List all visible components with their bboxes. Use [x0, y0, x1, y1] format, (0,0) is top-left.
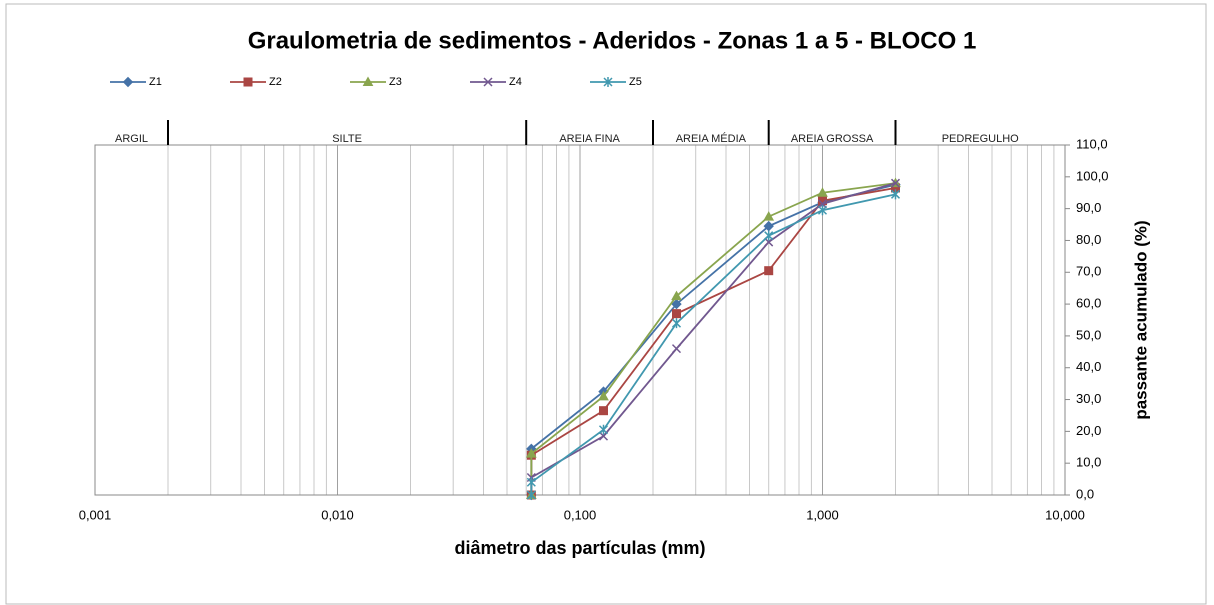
marker	[603, 77, 613, 87]
marker	[672, 309, 682, 319]
marker	[671, 318, 682, 329]
marker	[763, 220, 774, 232]
marker	[599, 406, 609, 416]
legend-label: Z5	[629, 76, 642, 88]
y-tick-label: 40,0	[1076, 359, 1101, 374]
y-tick-label: 20,0	[1076, 423, 1101, 438]
legend-label: Z4	[509, 76, 522, 88]
marker	[526, 477, 536, 488]
zone-label: AREIA MÉDIA	[676, 132, 747, 145]
marker	[526, 490, 536, 500]
legend-label: Z3	[389, 76, 402, 88]
zone-label: SILTE	[332, 133, 362, 145]
zone-label: AREIA FINA	[559, 133, 620, 145]
y-tick-label: 90,0	[1076, 200, 1101, 215]
chart-title: Graulometria de sedimentos - Aderidos - …	[248, 27, 977, 54]
x-tick-label: 0,100	[564, 507, 597, 522]
marker	[817, 187, 828, 197]
marker	[671, 344, 682, 354]
y-tick-label: 110,0	[1076, 136, 1108, 151]
x-axis-title: diâmetro das partículas (mm)	[454, 538, 705, 558]
y-axis-title: passante acumulado (%)	[1131, 220, 1150, 419]
marker	[890, 189, 901, 200]
marker	[671, 298, 682, 310]
y-tick-label: 70,0	[1076, 264, 1101, 279]
y-tick-label: 60,0	[1076, 296, 1101, 311]
chart-border	[5, 3, 1207, 605]
marker	[243, 77, 253, 87]
x-tick-label: 1,000	[806, 507, 839, 522]
x-tick-label: 0,010	[321, 507, 354, 522]
marker	[890, 178, 901, 188]
marker	[671, 290, 682, 301]
marker	[763, 211, 775, 221]
marker	[525, 448, 537, 458]
marker	[122, 76, 134, 88]
x-tick-label: 0,001	[79, 507, 112, 522]
y-tick-label: 80,0	[1076, 232, 1101, 247]
marker	[483, 77, 493, 87]
y-tick-label: 100,0	[1076, 168, 1109, 183]
zone-label: AREIA GROSSA	[791, 133, 874, 145]
y-tick-label: 50,0	[1076, 327, 1101, 342]
marker	[764, 230, 774, 241]
marker	[598, 424, 609, 435]
marker	[362, 76, 374, 86]
x-tick-label: 10,000	[1045, 507, 1085, 522]
y-tick-label: 30,0	[1076, 391, 1101, 406]
marker	[764, 266, 774, 276]
y-tick-label: 10,0	[1076, 455, 1101, 470]
zone-label: PEDREGULHO	[942, 133, 1019, 145]
marker	[598, 390, 609, 401]
legend-label: Z2	[269, 76, 282, 88]
y-tick-label: 0,0	[1076, 486, 1094, 501]
zone-label: ARGIL	[115, 133, 148, 145]
legend-label: Z1	[149, 76, 162, 88]
marker	[817, 205, 828, 216]
plot-area	[94, 144, 1066, 496]
